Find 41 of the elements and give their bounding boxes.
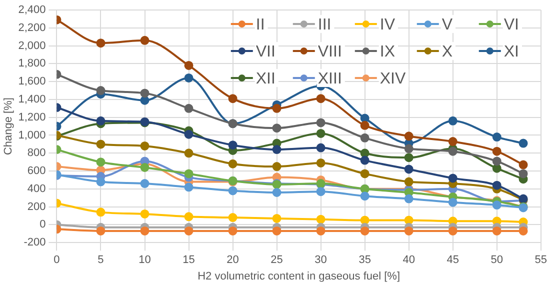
x-tick-label: 5 [98,254,104,266]
y-tick-label: 1,600 [18,76,46,88]
x-tick-label: 25 [270,254,283,266]
legend-label: III [318,16,332,34]
y-tick-label: 2,200 [18,22,46,34]
legend-label: V [442,16,453,34]
legend-label: X [442,43,453,60]
legend-label: II [256,16,265,34]
x-tick-label: 10 [138,254,151,266]
legend-label: XIII [318,70,342,88]
y-tick-label: 1,000 [18,129,46,142]
y-axis-title: Change [%] [2,98,15,156]
legend-label: IX [380,43,396,60]
legend-label: XI [504,43,520,60]
legend-label: VII [256,43,276,60]
y-tick-label: 1,200 [18,111,46,124]
y-tick-label: 200 [27,200,46,213]
y-tick-label: 2,000 [18,40,46,52]
y-tick-label: 1,400 [18,93,46,106]
x-tick-label: 20 [226,254,239,266]
y-tick-label: 600 [27,165,46,178]
y-tick-label: 0 [40,218,46,231]
legend-label: IV [380,16,396,34]
x-tick-label: 55 [534,254,548,266]
legend-label: VIII [318,43,342,60]
x-tick-label: 45 [446,254,459,266]
legend-label: XIV [380,70,406,88]
y-tick-label: 2,400 [18,4,46,16]
legend-label: VI [504,16,520,34]
x-tick-label: 0 [54,254,60,266]
x-axis-title: H2 volumetric content in gaseous fuel [%] [198,270,400,282]
x-tick-label: 35 [358,254,371,266]
y-tick-label: -200 [24,236,46,249]
x-tick-label: 40 [402,254,415,266]
legend-label: XII [256,70,276,88]
y-tick-label: 800 [27,147,46,160]
y-tick-label: 400 [27,182,46,195]
y-tick-label: 1,800 [18,58,46,70]
x-tick-label: 50 [490,254,503,266]
x-tick-label: 30 [314,254,327,266]
x-tick-label: 15 [182,254,195,266]
